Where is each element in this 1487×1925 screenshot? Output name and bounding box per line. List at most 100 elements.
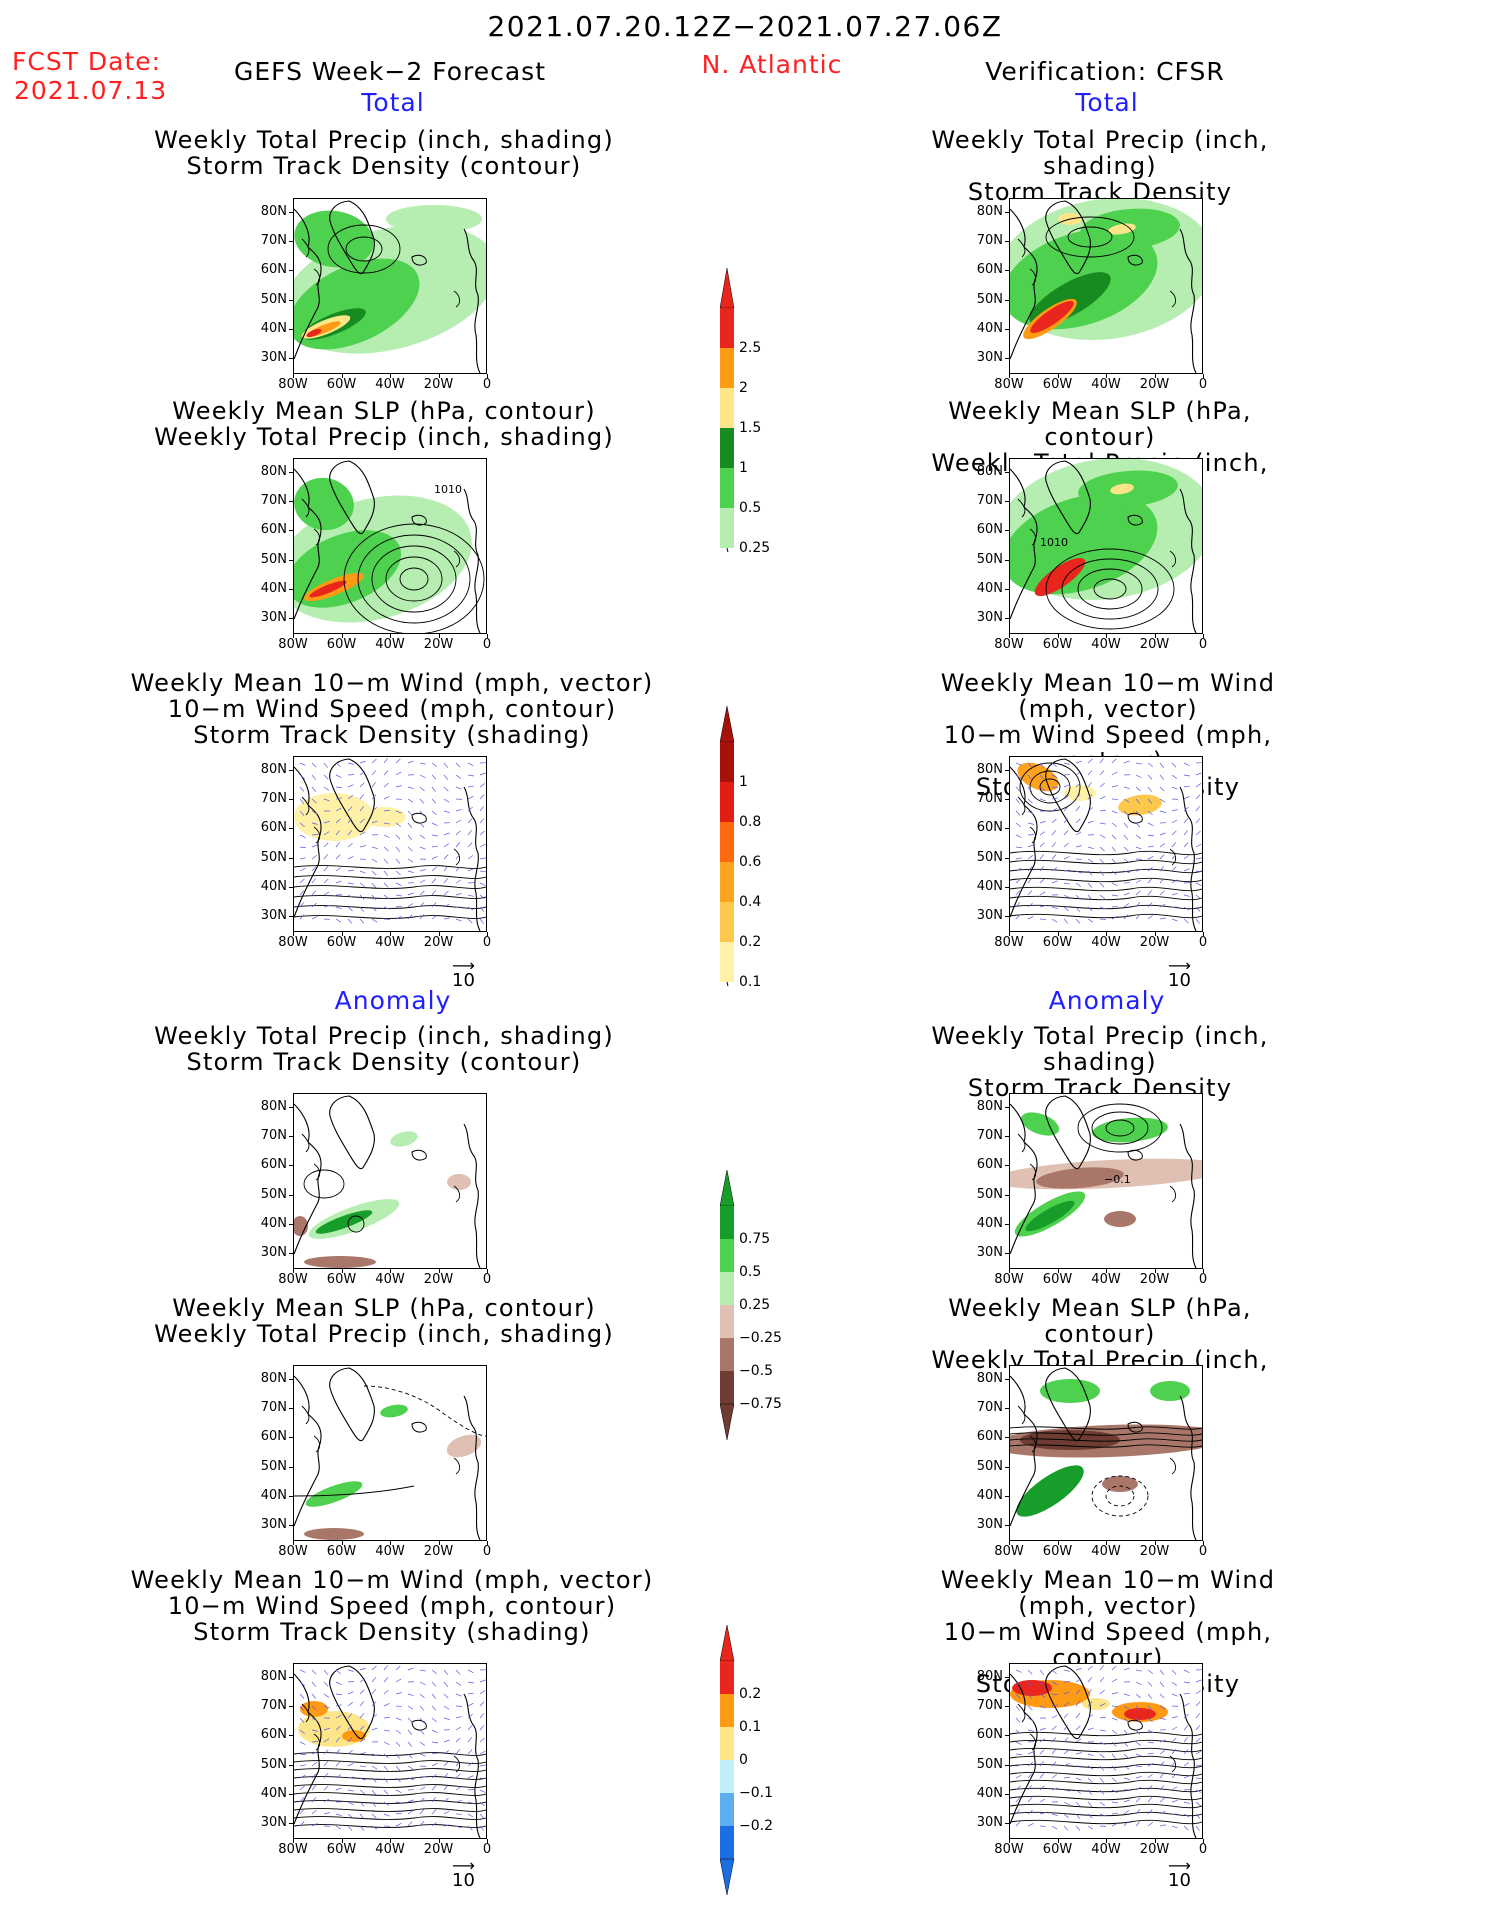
wind-vector xyxy=(1075,1701,1081,1707)
lat-tick xyxy=(1005,1437,1009,1439)
wind-vector xyxy=(1051,1714,1058,1719)
lat-tick-label: 50N xyxy=(260,291,287,307)
wind-vector xyxy=(335,1704,342,1707)
lat-tick xyxy=(1005,857,1009,859)
lat-tick xyxy=(1005,1194,1009,1196)
lat-tick xyxy=(1005,1136,1009,1138)
wind-vector xyxy=(419,869,426,872)
wind-vector xyxy=(1135,869,1142,872)
wind-vector xyxy=(1135,879,1142,884)
wind-vector xyxy=(1195,830,1201,836)
lon-tick-label: 80W xyxy=(994,637,1024,652)
wind-vector xyxy=(1171,774,1178,779)
colorbar-label: 1.5 xyxy=(739,420,762,436)
colorbar-swatch xyxy=(720,468,734,508)
wind-vector xyxy=(1087,794,1093,800)
lat-tick xyxy=(1005,1706,1009,1708)
lon-tick-label: 60W xyxy=(326,637,357,652)
wind-vector xyxy=(335,1681,342,1685)
coastline-north-america xyxy=(1010,208,1038,360)
wind-vector xyxy=(311,1751,318,1755)
lon-tick-label: 80W xyxy=(278,1842,308,1857)
lat-tick xyxy=(289,1408,293,1410)
wind-vector xyxy=(1099,834,1106,839)
lon-tick xyxy=(438,1839,440,1843)
lon-tick xyxy=(1203,1541,1204,1545)
wind-vector xyxy=(1123,822,1129,828)
wind-vector xyxy=(1195,794,1201,800)
wind-vector xyxy=(1015,1797,1021,1803)
shading-region xyxy=(1124,1708,1156,1720)
lat-tick-label: 30N xyxy=(976,1517,1003,1532)
wind-vector xyxy=(323,774,329,780)
colorbar-label: 0.8 xyxy=(739,814,762,830)
wind-vector xyxy=(431,1717,437,1723)
wind-vector xyxy=(455,879,462,884)
wind-vector xyxy=(383,1789,389,1795)
wind-vector xyxy=(1051,1774,1058,1779)
wind-vector xyxy=(371,918,378,923)
wind-vector xyxy=(395,822,402,827)
wind-vector xyxy=(1123,1705,1130,1710)
map-cfsr-anom-slp xyxy=(1009,1365,1203,1541)
lon-tick-label: 60W xyxy=(326,1272,357,1287)
wind-vector xyxy=(311,762,317,768)
wind-vector xyxy=(455,1749,461,1755)
wind-vector xyxy=(371,1727,378,1731)
wind-vector xyxy=(311,1693,317,1699)
wind-vector xyxy=(1159,1681,1165,1687)
wind-vector xyxy=(335,762,341,768)
wind-vector xyxy=(347,1681,355,1683)
lat-tick xyxy=(1005,1253,1009,1254)
wind-vector xyxy=(383,1753,389,1759)
wind-vector xyxy=(1051,1749,1057,1755)
wind-vector xyxy=(1051,906,1058,909)
colorbar-swatch xyxy=(720,308,734,348)
contour-line xyxy=(294,915,486,919)
wind-vector xyxy=(1063,1749,1069,1755)
wind-vector xyxy=(1159,798,1166,803)
wind-vector xyxy=(479,1825,485,1831)
contour-line xyxy=(1045,548,1175,630)
wind-vector xyxy=(443,1773,449,1779)
colorbar-label: −0.25 xyxy=(739,1330,782,1346)
map-canvas xyxy=(1010,758,1202,931)
lon-tick-label: 20W xyxy=(1139,1544,1170,1559)
lat-tick xyxy=(289,588,293,590)
lon-tick-label: 0 xyxy=(1198,1544,1208,1559)
lat-tick xyxy=(1005,472,1009,473)
wind-vector xyxy=(1111,894,1118,897)
wind-vector xyxy=(1027,878,1033,884)
lon-tick-label: 20W xyxy=(1139,1272,1170,1287)
wind-vector xyxy=(1171,1799,1178,1803)
wind-vector xyxy=(455,1825,462,1829)
vector-ref-fcst-total: ⟶ 10 xyxy=(452,956,475,992)
colorbar-swatch xyxy=(720,1272,734,1305)
lat-tick xyxy=(1005,828,1009,830)
lon-tick-label: 60W xyxy=(1042,1544,1073,1559)
lon-tick-label: 60W xyxy=(1042,637,1073,652)
wind-vector xyxy=(467,806,473,812)
vector-ref-cfsr-total: ⟶ 10 xyxy=(1168,956,1191,992)
wind-vector xyxy=(299,1729,305,1735)
lat-tick-label: 60N xyxy=(976,522,1003,538)
wind-vector xyxy=(455,1786,462,1791)
wind-vector xyxy=(419,1729,425,1735)
wind-vector xyxy=(407,1753,413,1759)
wind-vector xyxy=(335,918,342,923)
wind-vector xyxy=(1051,1813,1058,1816)
coastline-islands xyxy=(301,1703,321,1751)
lat-tick-label: 30N xyxy=(976,610,1003,625)
wind-vector xyxy=(1015,1717,1021,1723)
wind-vector xyxy=(1063,842,1069,848)
wind-vector xyxy=(1135,1705,1141,1711)
coastline-europe xyxy=(463,228,481,373)
wind-vector xyxy=(1123,1717,1129,1723)
contour-line xyxy=(1091,1475,1149,1517)
wind-vector xyxy=(383,1741,390,1746)
lon-tick xyxy=(341,374,343,378)
wind-vector xyxy=(371,782,377,788)
wind-vector xyxy=(1195,1737,1201,1743)
arrow-right-icon: ⟶ xyxy=(452,1856,475,1875)
wind-vector xyxy=(1135,1669,1142,1672)
